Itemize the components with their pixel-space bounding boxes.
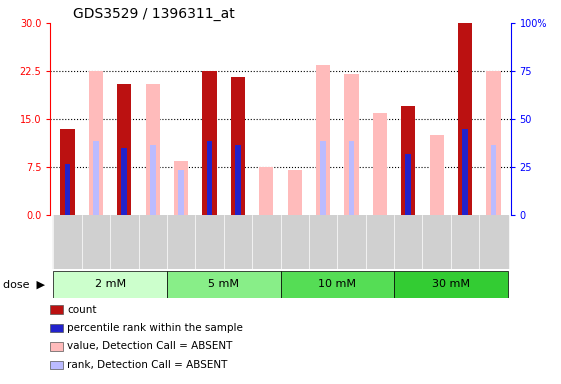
Bar xyxy=(280,215,309,269)
Bar xyxy=(259,167,273,215)
Bar xyxy=(61,129,75,215)
Text: 30 mM: 30 mM xyxy=(432,279,470,289)
Bar xyxy=(53,215,82,269)
Bar xyxy=(288,170,302,215)
Bar xyxy=(206,141,213,215)
Bar xyxy=(65,164,70,215)
Bar xyxy=(348,141,355,215)
Bar xyxy=(139,215,167,269)
Bar xyxy=(451,215,479,269)
Text: rank, Detection Call = ABSENT: rank, Detection Call = ABSENT xyxy=(67,360,228,370)
Bar xyxy=(117,84,131,215)
Bar xyxy=(93,141,99,215)
Text: count: count xyxy=(67,305,97,314)
Bar xyxy=(458,23,472,215)
Text: 5 mM: 5 mM xyxy=(208,279,239,289)
Bar xyxy=(231,78,245,215)
Text: value, Detection Call = ABSENT: value, Detection Call = ABSENT xyxy=(67,341,233,351)
Bar xyxy=(373,113,387,215)
Bar xyxy=(252,215,280,269)
Bar xyxy=(89,71,103,215)
Bar xyxy=(150,145,155,215)
Text: GDS3529 / 1396311_at: GDS3529 / 1396311_at xyxy=(73,7,235,21)
Bar xyxy=(224,215,252,269)
Bar xyxy=(203,71,217,215)
Text: dose  ▶: dose ▶ xyxy=(3,279,45,289)
Bar xyxy=(110,215,139,269)
Bar xyxy=(146,84,160,215)
Bar xyxy=(406,154,411,215)
Bar xyxy=(394,215,422,269)
Bar xyxy=(486,71,500,215)
Bar xyxy=(491,145,496,215)
Text: percentile rank within the sample: percentile rank within the sample xyxy=(67,323,243,333)
Bar xyxy=(320,141,326,215)
Bar xyxy=(178,170,184,215)
Bar xyxy=(462,129,468,215)
Bar xyxy=(280,271,394,298)
Bar xyxy=(366,215,394,269)
Bar xyxy=(337,215,366,269)
Bar xyxy=(430,135,444,215)
Bar xyxy=(82,215,110,269)
Bar xyxy=(394,271,508,298)
Bar xyxy=(53,271,167,298)
Bar xyxy=(401,106,415,215)
Bar xyxy=(422,215,451,269)
Bar xyxy=(167,215,195,269)
Text: 10 mM: 10 mM xyxy=(318,279,356,289)
Bar xyxy=(479,215,508,269)
Bar xyxy=(167,271,280,298)
Bar xyxy=(309,215,337,269)
Bar xyxy=(174,161,188,215)
Bar xyxy=(122,148,127,215)
Bar xyxy=(316,65,330,215)
Bar xyxy=(344,74,358,215)
Text: 2 mM: 2 mM xyxy=(95,279,126,289)
Bar xyxy=(195,215,224,269)
Bar xyxy=(235,145,241,215)
